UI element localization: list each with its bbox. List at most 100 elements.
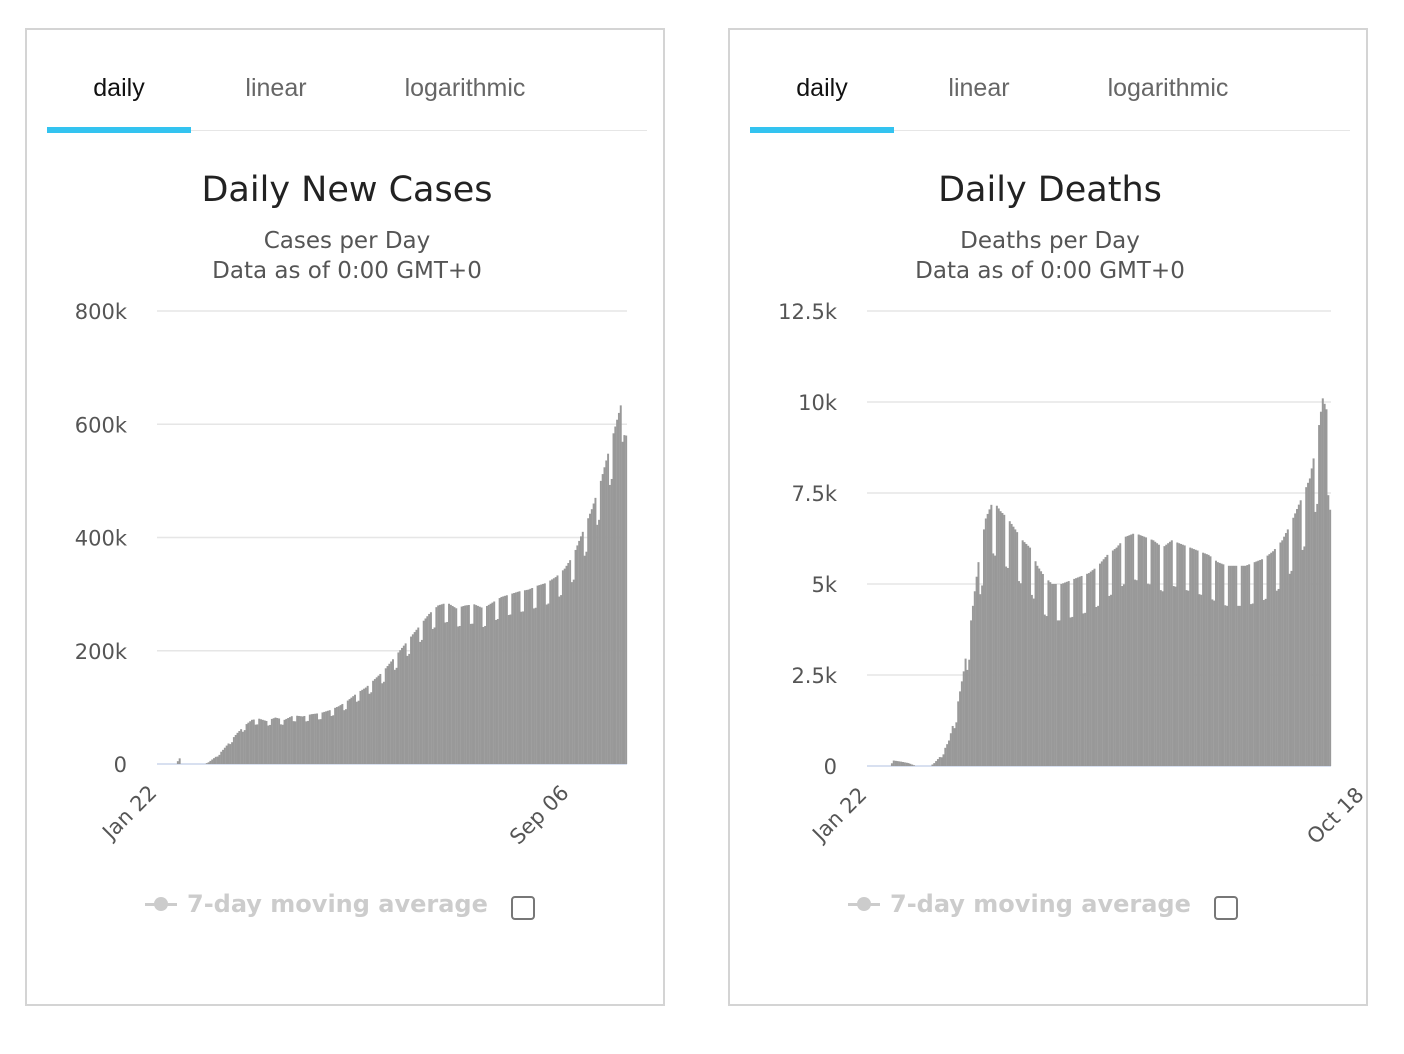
- y-tick-label: 7.5k: [791, 482, 837, 506]
- bar: [495, 619, 497, 764]
- bar: [527, 589, 530, 764]
- bar: [471, 623, 474, 764]
- bar: [218, 754, 221, 764]
- bar: [605, 460, 608, 764]
- bar: [343, 710, 346, 764]
- bar: [1152, 540, 1155, 766]
- legend-item-moving-average[interactable]: 7-day moving average: [145, 886, 488, 922]
- bar: [1034, 561, 1037, 766]
- tab-linear[interactable]: linear: [245, 74, 307, 102]
- bar: [263, 720, 266, 764]
- bar: [1065, 581, 1068, 766]
- bar: [1181, 544, 1184, 766]
- bar: [940, 757, 943, 766]
- bar: [587, 518, 590, 764]
- bar: [1029, 547, 1032, 766]
- bar: [612, 433, 615, 764]
- bar: [372, 680, 375, 764]
- bar: [1041, 573, 1044, 766]
- bar: [428, 613, 431, 764]
- bar: [1312, 458, 1315, 766]
- bar: [399, 650, 402, 764]
- bar: [903, 762, 906, 766]
- bar: [229, 744, 232, 764]
- bar: [254, 724, 257, 764]
- bar: [971, 605, 974, 766]
- bar: [536, 585, 539, 764]
- bar: [1010, 523, 1013, 766]
- bar: [1244, 565, 1247, 766]
- chart-subtitle: Cases per Day Data as of 0:00 GMT+0: [27, 226, 667, 286]
- bar: [484, 625, 487, 764]
- bar: [1006, 567, 1009, 766]
- bar: [1021, 540, 1024, 766]
- y-tick-label: 600k: [75, 413, 128, 437]
- bar: [1257, 560, 1260, 766]
- bar: [598, 519, 601, 764]
- bar: [240, 729, 243, 764]
- moving-average-checkbox[interactable]: [1214, 896, 1238, 920]
- bar: [516, 591, 519, 764]
- tab-linear[interactable]: linear: [948, 74, 1010, 102]
- bar: [276, 718, 279, 764]
- bar: [1238, 605, 1241, 766]
- bar: [1268, 554, 1271, 766]
- bar: [1097, 605, 1100, 766]
- tab-logarithmic[interactable]: logarithmic: [1107, 74, 1229, 102]
- bar: [346, 700, 349, 764]
- bar: [1220, 563, 1223, 766]
- bar: [514, 592, 517, 764]
- bar: [1226, 605, 1229, 766]
- bar: [1314, 511, 1317, 766]
- bar: [1251, 603, 1254, 766]
- bar: [1170, 540, 1173, 766]
- tab-daily[interactable]: daily: [93, 74, 145, 102]
- bar: [1308, 478, 1311, 766]
- y-tick-label: 5k: [811, 573, 837, 597]
- bar: [449, 604, 452, 764]
- bar: [238, 731, 241, 764]
- bar: [222, 749, 225, 764]
- bar: [935, 761, 938, 766]
- y-tick-label: 2.5k: [791, 664, 837, 688]
- bar: [437, 605, 440, 764]
- bar: [554, 577, 557, 764]
- bar: [1135, 580, 1138, 766]
- bar: [1253, 562, 1256, 766]
- bar: [462, 606, 465, 764]
- bar: [1279, 542, 1282, 766]
- bar: [252, 719, 255, 764]
- bar: [1005, 566, 1008, 766]
- bar: [1200, 594, 1203, 766]
- bar: [608, 484, 611, 764]
- bar: [482, 626, 485, 764]
- chart-subtitle: Deaths per Day Data as of 0:00 GMT+0: [730, 226, 1370, 286]
- bar: [581, 531, 584, 764]
- bar: [1202, 552, 1205, 766]
- bar: [1089, 571, 1092, 766]
- bar: [460, 606, 463, 764]
- bar: [988, 509, 991, 766]
- bar: [227, 743, 230, 764]
- chart-plot-area: 0 2.5k 5k 7.5k 10k 12.5k Jan 22 Oct 18: [778, 300, 1369, 849]
- moving-average-checkbox[interactable]: [511, 896, 535, 920]
- bar: [401, 647, 403, 764]
- bar: [938, 757, 941, 766]
- bar: [1229, 565, 1232, 766]
- bar: [502, 596, 505, 764]
- bar: [563, 568, 566, 764]
- bar: [607, 453, 610, 764]
- bar: [426, 616, 429, 764]
- legend-item-moving-average[interactable]: 7-day moving average: [848, 886, 1191, 922]
- bar: [339, 705, 342, 764]
- bar: [220, 751, 223, 764]
- bar: [1301, 549, 1304, 766]
- bar: [326, 710, 329, 764]
- bar: [209, 760, 212, 764]
- bar: [1143, 536, 1146, 766]
- bar: [1069, 617, 1072, 766]
- bar: [1198, 594, 1201, 766]
- tab-daily[interactable]: daily: [796, 74, 848, 102]
- bar: [247, 722, 250, 764]
- tab-logarithmic[interactable]: logarithmic: [404, 74, 526, 102]
